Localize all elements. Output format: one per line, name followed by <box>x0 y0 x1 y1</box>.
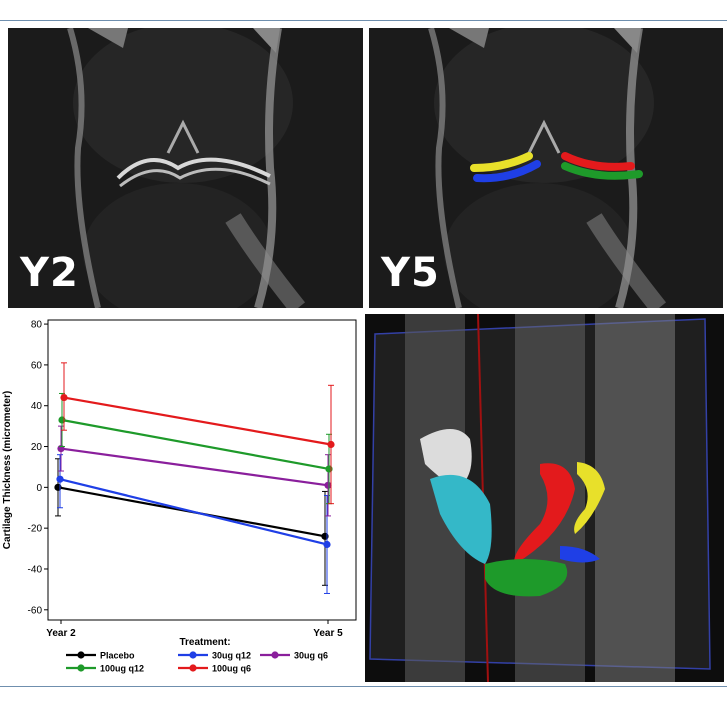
legend-label: 100ug q6 <box>212 664 251 674</box>
legend-item: 30ug q12 <box>178 651 251 661</box>
series-line <box>61 418 330 471</box>
segment-blue-3d <box>560 546 600 563</box>
3d-render-image <box>365 314 724 682</box>
bottom-frame-line <box>0 686 727 687</box>
legend-swatch-marker <box>189 664 197 672</box>
data-point <box>54 483 62 491</box>
data-point <box>60 393 68 402</box>
series-30ug-q6 <box>57 425 332 517</box>
series-line <box>60 447 329 487</box>
plot-frame <box>47 319 357 621</box>
y-tick-label: 40 <box>31 401 43 412</box>
cartilage-chart: Cartilage Thickness (micrometer) 80 60 40 2… <box>0 312 363 682</box>
y-tick-label: 20 <box>31 442 43 453</box>
legend-item: Placebo <box>66 651 135 661</box>
data-point <box>58 416 66 424</box>
year5-label: Y5 <box>381 250 440 296</box>
legend-item: 30ug q6 <box>260 651 328 661</box>
segment-white <box>420 429 472 489</box>
y-tick-label: -60 <box>28 605 43 616</box>
year2-label: Y2 <box>20 250 79 296</box>
legend-label: Placebo <box>100 651 135 661</box>
legend-item: 100ug q6 <box>178 664 251 674</box>
legend-swatch-marker <box>189 651 197 659</box>
legend-item: 100ug q12 <box>66 664 144 674</box>
y-tick-label: 60 <box>31 360 43 371</box>
y-tick-label: -40 <box>28 564 43 575</box>
segment-green <box>561 162 643 180</box>
legend-title: Treatment: <box>179 637 230 648</box>
legend-swatch-marker <box>77 651 85 659</box>
data-point <box>323 540 331 549</box>
segment-cyan <box>430 474 492 564</box>
series-30ug-q12 <box>56 454 331 594</box>
data-point <box>321 532 329 540</box>
data-point <box>327 440 335 449</box>
legend-swatch-marker <box>271 651 279 659</box>
segment-red <box>561 152 635 171</box>
segment-yellow-3d <box>574 462 605 534</box>
y-tick-label: 0 <box>36 483 42 494</box>
data-point <box>324 481 332 489</box>
legend-label: 30ug q12 <box>212 651 251 661</box>
3d-render-panel <box>365 314 724 682</box>
data-point <box>56 475 64 483</box>
mri-panel-year2: Y2 <box>8 28 363 308</box>
series-100ug-q12 <box>58 392 333 505</box>
y-tick-label: 80 <box>31 320 43 331</box>
legend-label: 30ug q6 <box>294 651 328 661</box>
top-frame-line <box>0 20 727 21</box>
y-axis-label: Cartilage Thickness (micrometer) <box>2 391 13 549</box>
series-100ug-q6 <box>60 362 335 505</box>
y-tick-label: -20 <box>28 524 43 535</box>
series-line <box>63 396 332 446</box>
series-placebo <box>54 458 329 586</box>
segment-red-3d <box>514 463 575 564</box>
segment-yellow <box>470 152 533 172</box>
x-tick-label: Year 5 <box>313 628 343 639</box>
legend-swatch-marker <box>77 664 85 672</box>
segment-blue <box>473 160 541 183</box>
series-line <box>59 478 328 546</box>
mri-image-year2 <box>8 28 363 308</box>
chart-svg: Cartilage Thickness (micrometer) 80 60 40 2… <box>2 319 357 674</box>
segment-green-3d <box>485 559 568 597</box>
x-tick-label: Year 2 <box>46 628 76 639</box>
legend-label: 100ug q12 <box>100 664 144 674</box>
mri-image-year5 <box>369 28 723 308</box>
mri-panel-year5: Y5 <box>369 28 723 308</box>
data-point <box>325 465 333 473</box>
